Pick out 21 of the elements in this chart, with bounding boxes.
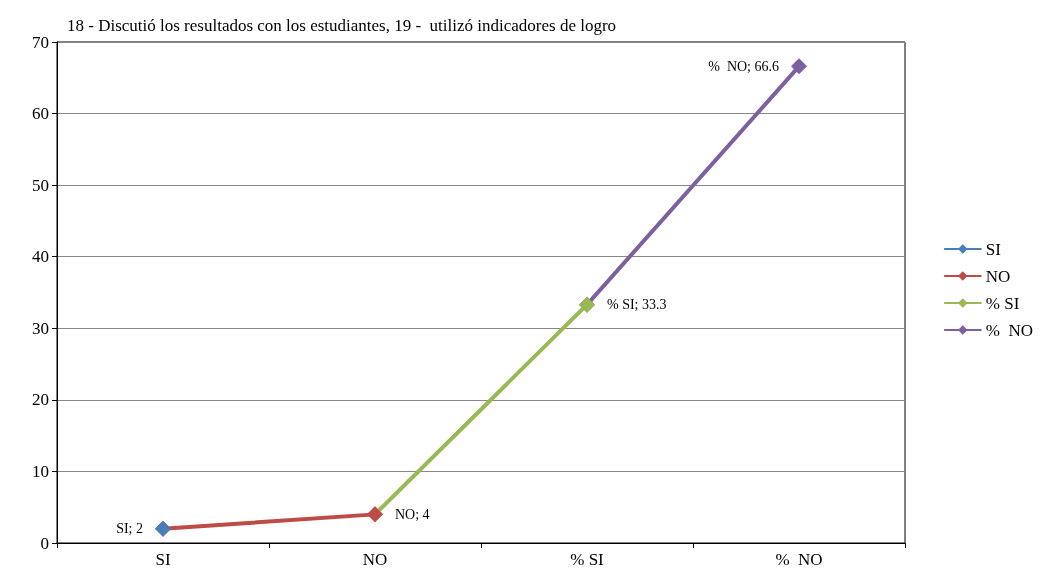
y-tick-label: 60 [32,104,49,124]
chart-title: 18 - Discutió los resultados con los estudiantes, 19 - utilizó indicadores de logro [67,16,617,35]
y-tick-label: 0 [40,533,49,553]
x-tick-label: % NO [775,550,823,569]
y-tick-label: 10 [32,461,49,481]
y-tick-label: 50 [32,175,49,195]
data-label: % NO; 66.6 [708,58,779,74]
data-label: SI; 2 [116,521,143,537]
y-tick-label: 30 [32,318,49,338]
data-label: % SI; 33.3 [607,297,667,313]
legend-label: SI [985,239,1002,259]
x-tick-label: NO [362,550,388,569]
x-tick-label: SI [155,550,171,569]
y-tick-label: 40 [32,247,49,267]
legend-label: % NO [985,320,1033,340]
y-tick-label: 70 [32,32,49,52]
legend-label: NO [985,266,1011,286]
x-tick-label: % SI [570,550,605,569]
data-label: NO; 4 [395,506,430,522]
legend-label: % SI [985,293,1020,313]
y-tick-label: 20 [32,390,49,410]
